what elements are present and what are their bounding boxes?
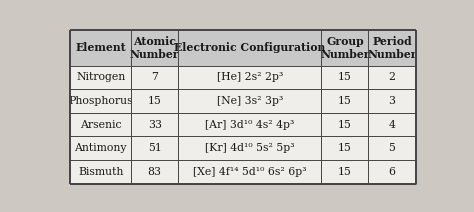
Text: Atomic
Number: Atomic Number	[130, 36, 179, 60]
Text: 15: 15	[338, 96, 352, 106]
Text: [Ne] 3s² 3p³: [Ne] 3s² 3p³	[217, 96, 283, 106]
Bar	[178, 137, 321, 160]
Bar	[321, 66, 368, 89]
Text: [Kr] 4d¹⁰ 5s² 5p³: [Kr] 4d¹⁰ 5s² 5p³	[205, 143, 294, 153]
Text: 33: 33	[147, 120, 162, 130]
Text: 15: 15	[338, 72, 352, 82]
Bar	[368, 137, 416, 160]
Text: 6: 6	[389, 167, 395, 177]
Text: Bismuth: Bismuth	[78, 167, 123, 177]
Text: 7: 7	[151, 72, 158, 82]
Text: [Xe] 4f¹⁴ 5d¹⁰ 6s² 6p³: [Xe] 4f¹⁴ 5d¹⁰ 6s² 6p³	[193, 167, 307, 177]
Bar	[131, 113, 178, 137]
Bar	[368, 30, 416, 66]
Bar	[368, 113, 416, 137]
Text: 83: 83	[147, 167, 162, 177]
Bar	[70, 66, 131, 89]
Bar	[178, 89, 321, 113]
Bar	[131, 160, 178, 184]
Text: Arsenic: Arsenic	[80, 120, 121, 130]
Text: 15: 15	[338, 167, 352, 177]
Text: 3: 3	[389, 96, 395, 106]
Text: [He] 2s² 2p³: [He] 2s² 2p³	[217, 72, 283, 82]
Text: 15: 15	[338, 120, 352, 130]
Bar	[321, 89, 368, 113]
Bar	[321, 113, 368, 137]
Bar	[70, 137, 131, 160]
Bar	[131, 66, 178, 89]
Bar	[70, 30, 131, 66]
Bar	[178, 160, 321, 184]
Bar	[321, 137, 368, 160]
Text: 51: 51	[148, 143, 162, 153]
Text: 4: 4	[389, 120, 395, 130]
Bar	[131, 137, 178, 160]
Text: 5: 5	[389, 143, 395, 153]
Text: Element: Element	[75, 42, 126, 53]
Bar	[178, 30, 321, 66]
Bar	[70, 113, 131, 137]
Bar	[321, 160, 368, 184]
Bar	[131, 89, 178, 113]
Text: Electronic Configuration: Electronic Configuration	[174, 42, 326, 53]
Bar	[368, 160, 416, 184]
Text: 2: 2	[389, 72, 395, 82]
Text: 15: 15	[338, 143, 352, 153]
Text: 15: 15	[148, 96, 162, 106]
Bar	[178, 113, 321, 137]
Text: Group
Number: Group Number	[320, 36, 370, 60]
Text: [Ar] 3d¹⁰ 4s² 4p³: [Ar] 3d¹⁰ 4s² 4p³	[205, 120, 294, 130]
Bar	[368, 66, 416, 89]
Bar	[368, 89, 416, 113]
Text: Phosphorus: Phosphorus	[68, 96, 133, 106]
Text: Antimony: Antimony	[74, 143, 127, 153]
Bar	[70, 160, 131, 184]
Bar	[131, 30, 178, 66]
Text: Period
Number: Period Number	[367, 36, 417, 60]
Bar	[321, 30, 368, 66]
Text: Nitrogen: Nitrogen	[76, 72, 125, 82]
Bar	[178, 66, 321, 89]
Bar	[70, 89, 131, 113]
